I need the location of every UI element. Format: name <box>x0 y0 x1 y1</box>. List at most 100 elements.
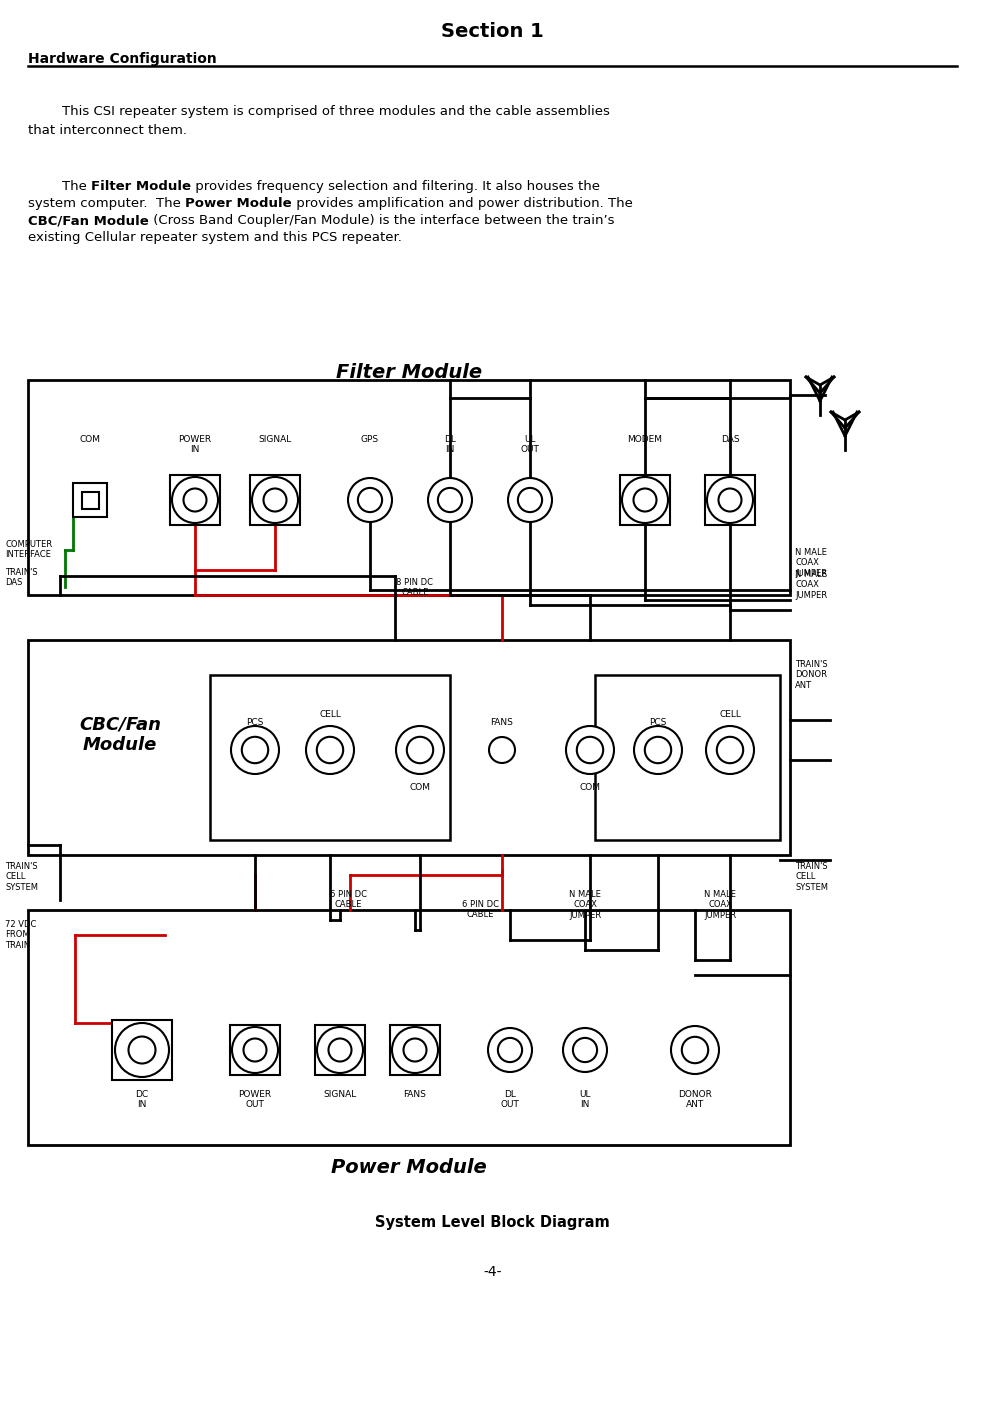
Text: provides frequency selection and filtering. It also houses the: provides frequency selection and filteri… <box>191 179 600 193</box>
Circle shape <box>329 1039 352 1061</box>
Circle shape <box>183 488 207 512</box>
Circle shape <box>508 478 552 522</box>
Text: COM: COM <box>579 782 601 792</box>
Circle shape <box>566 726 614 774</box>
Circle shape <box>252 477 298 523</box>
Text: Filter Module: Filter Module <box>92 179 191 193</box>
Text: POWER
OUT: POWER OUT <box>238 1089 272 1109</box>
Circle shape <box>706 726 754 774</box>
Circle shape <box>317 737 343 763</box>
Bar <box>390 1025 440 1075</box>
Text: 6 PIN DC
CABLE: 6 PIN DC CABLE <box>462 900 498 920</box>
Bar <box>28 639 790 855</box>
Circle shape <box>241 737 268 763</box>
Text: CBC/Fan
Module: CBC/Fan Module <box>79 715 161 754</box>
Text: TRAIN'S
CELL
SYSTEM: TRAIN'S CELL SYSTEM <box>795 862 828 892</box>
Bar <box>73 484 107 517</box>
Circle shape <box>128 1036 156 1064</box>
Text: 6 PIN DC
CABLE: 6 PIN DC CABLE <box>330 890 366 910</box>
Text: TRAIN'S
DONOR
ANT: TRAIN'S DONOR ANT <box>795 660 827 690</box>
Text: DC
IN: DC IN <box>136 1089 149 1109</box>
Text: FANS: FANS <box>404 1089 427 1099</box>
Circle shape <box>718 488 742 512</box>
Text: UL
OUT: UL OUT <box>520 435 540 454</box>
Text: SIGNAL: SIGNAL <box>258 435 292 444</box>
Text: The: The <box>28 179 92 193</box>
Circle shape <box>707 477 753 523</box>
Text: existing Cellular repeater system and this PCS repeater.: existing Cellular repeater system and th… <box>28 231 402 244</box>
Text: 8 PIN DC
CABLE: 8 PIN DC CABLE <box>397 578 433 597</box>
Circle shape <box>428 478 472 522</box>
Text: This CSI repeater system is comprised of three modules and the cable assemblies
: This CSI repeater system is comprised of… <box>28 105 610 137</box>
Text: 72 VDC
FROM
TRAIN: 72 VDC FROM TRAIN <box>5 920 36 949</box>
Circle shape <box>489 737 515 763</box>
Text: -4-: -4- <box>484 1265 501 1279</box>
Circle shape <box>518 488 542 512</box>
Text: POWER
IN: POWER IN <box>178 435 212 454</box>
Text: TRAIN'S
CELL
SYSTEM: TRAIN'S CELL SYSTEM <box>5 862 38 892</box>
Text: system computer.  The: system computer. The <box>28 198 185 210</box>
Bar <box>28 910 790 1145</box>
Circle shape <box>622 477 668 523</box>
Circle shape <box>671 1026 719 1074</box>
Circle shape <box>633 488 656 512</box>
Circle shape <box>317 1028 363 1073</box>
Text: SIGNAL: SIGNAL <box>323 1089 357 1099</box>
Text: DAS: DAS <box>721 435 740 444</box>
Circle shape <box>172 477 218 523</box>
Text: N MALE
COAX
JUMPER: N MALE COAX JUMPER <box>569 890 601 920</box>
Bar <box>112 1021 171 1080</box>
Text: Hardware Configuration: Hardware Configuration <box>28 52 217 66</box>
Text: DL
OUT: DL OUT <box>500 1089 519 1109</box>
Circle shape <box>497 1037 522 1063</box>
Circle shape <box>404 1039 427 1061</box>
Circle shape <box>407 737 433 763</box>
Text: DL
IN: DL IN <box>444 435 456 454</box>
Circle shape <box>645 737 671 763</box>
Text: DONOR
ANT: DONOR ANT <box>678 1089 712 1109</box>
Text: TRAIN'S
DAS: TRAIN'S DAS <box>5 568 37 587</box>
Circle shape <box>396 726 444 774</box>
Text: PCS: PCS <box>246 718 264 728</box>
Text: GPS: GPS <box>361 435 379 444</box>
Text: Power Module: Power Module <box>185 198 292 210</box>
Circle shape <box>634 726 682 774</box>
Text: N MALE
COAX
JUMPER: N MALE COAX JUMPER <box>795 571 827 600</box>
Circle shape <box>264 488 287 512</box>
Text: Section 1: Section 1 <box>441 22 544 41</box>
Circle shape <box>577 737 603 763</box>
Text: PCS: PCS <box>649 718 667 728</box>
Circle shape <box>232 1028 278 1073</box>
Text: N MALE
COAX
JUMPER: N MALE COAX JUMPER <box>795 548 827 578</box>
Circle shape <box>682 1037 708 1063</box>
Text: System Level Block Diagram: System Level Block Diagram <box>375 1216 610 1230</box>
Circle shape <box>392 1028 438 1073</box>
Text: MODEM: MODEM <box>627 435 663 444</box>
Text: CBC/Fan Module: CBC/Fan Module <box>28 215 149 227</box>
Bar <box>595 674 780 840</box>
Circle shape <box>717 737 744 763</box>
Text: Filter Module: Filter Module <box>336 363 482 381</box>
Bar <box>28 380 790 594</box>
Bar <box>250 475 300 526</box>
Text: provides amplification and power distribution. The: provides amplification and power distrib… <box>292 198 632 210</box>
Circle shape <box>231 726 279 774</box>
Text: COMPUTER
INTERFACE: COMPUTER INTERFACE <box>5 540 52 559</box>
Bar <box>169 475 221 526</box>
Circle shape <box>573 1037 597 1063</box>
Bar <box>210 674 450 840</box>
Text: N MALE
COAX
JUMPER: N MALE COAX JUMPER <box>704 890 736 920</box>
Bar <box>704 475 755 526</box>
Bar <box>230 1025 281 1075</box>
Circle shape <box>488 1028 532 1073</box>
Text: COM: COM <box>80 435 100 444</box>
Text: COM: COM <box>410 782 430 792</box>
Text: UL
IN: UL IN <box>579 1089 591 1109</box>
Circle shape <box>438 488 462 512</box>
Text: FANS: FANS <box>491 718 513 728</box>
Circle shape <box>348 478 392 522</box>
Text: (Cross Band Coupler/Fan Module) is the interface between the train’s: (Cross Band Coupler/Fan Module) is the i… <box>149 215 615 227</box>
Bar <box>82 492 99 509</box>
Bar <box>620 475 671 526</box>
Circle shape <box>358 488 382 512</box>
